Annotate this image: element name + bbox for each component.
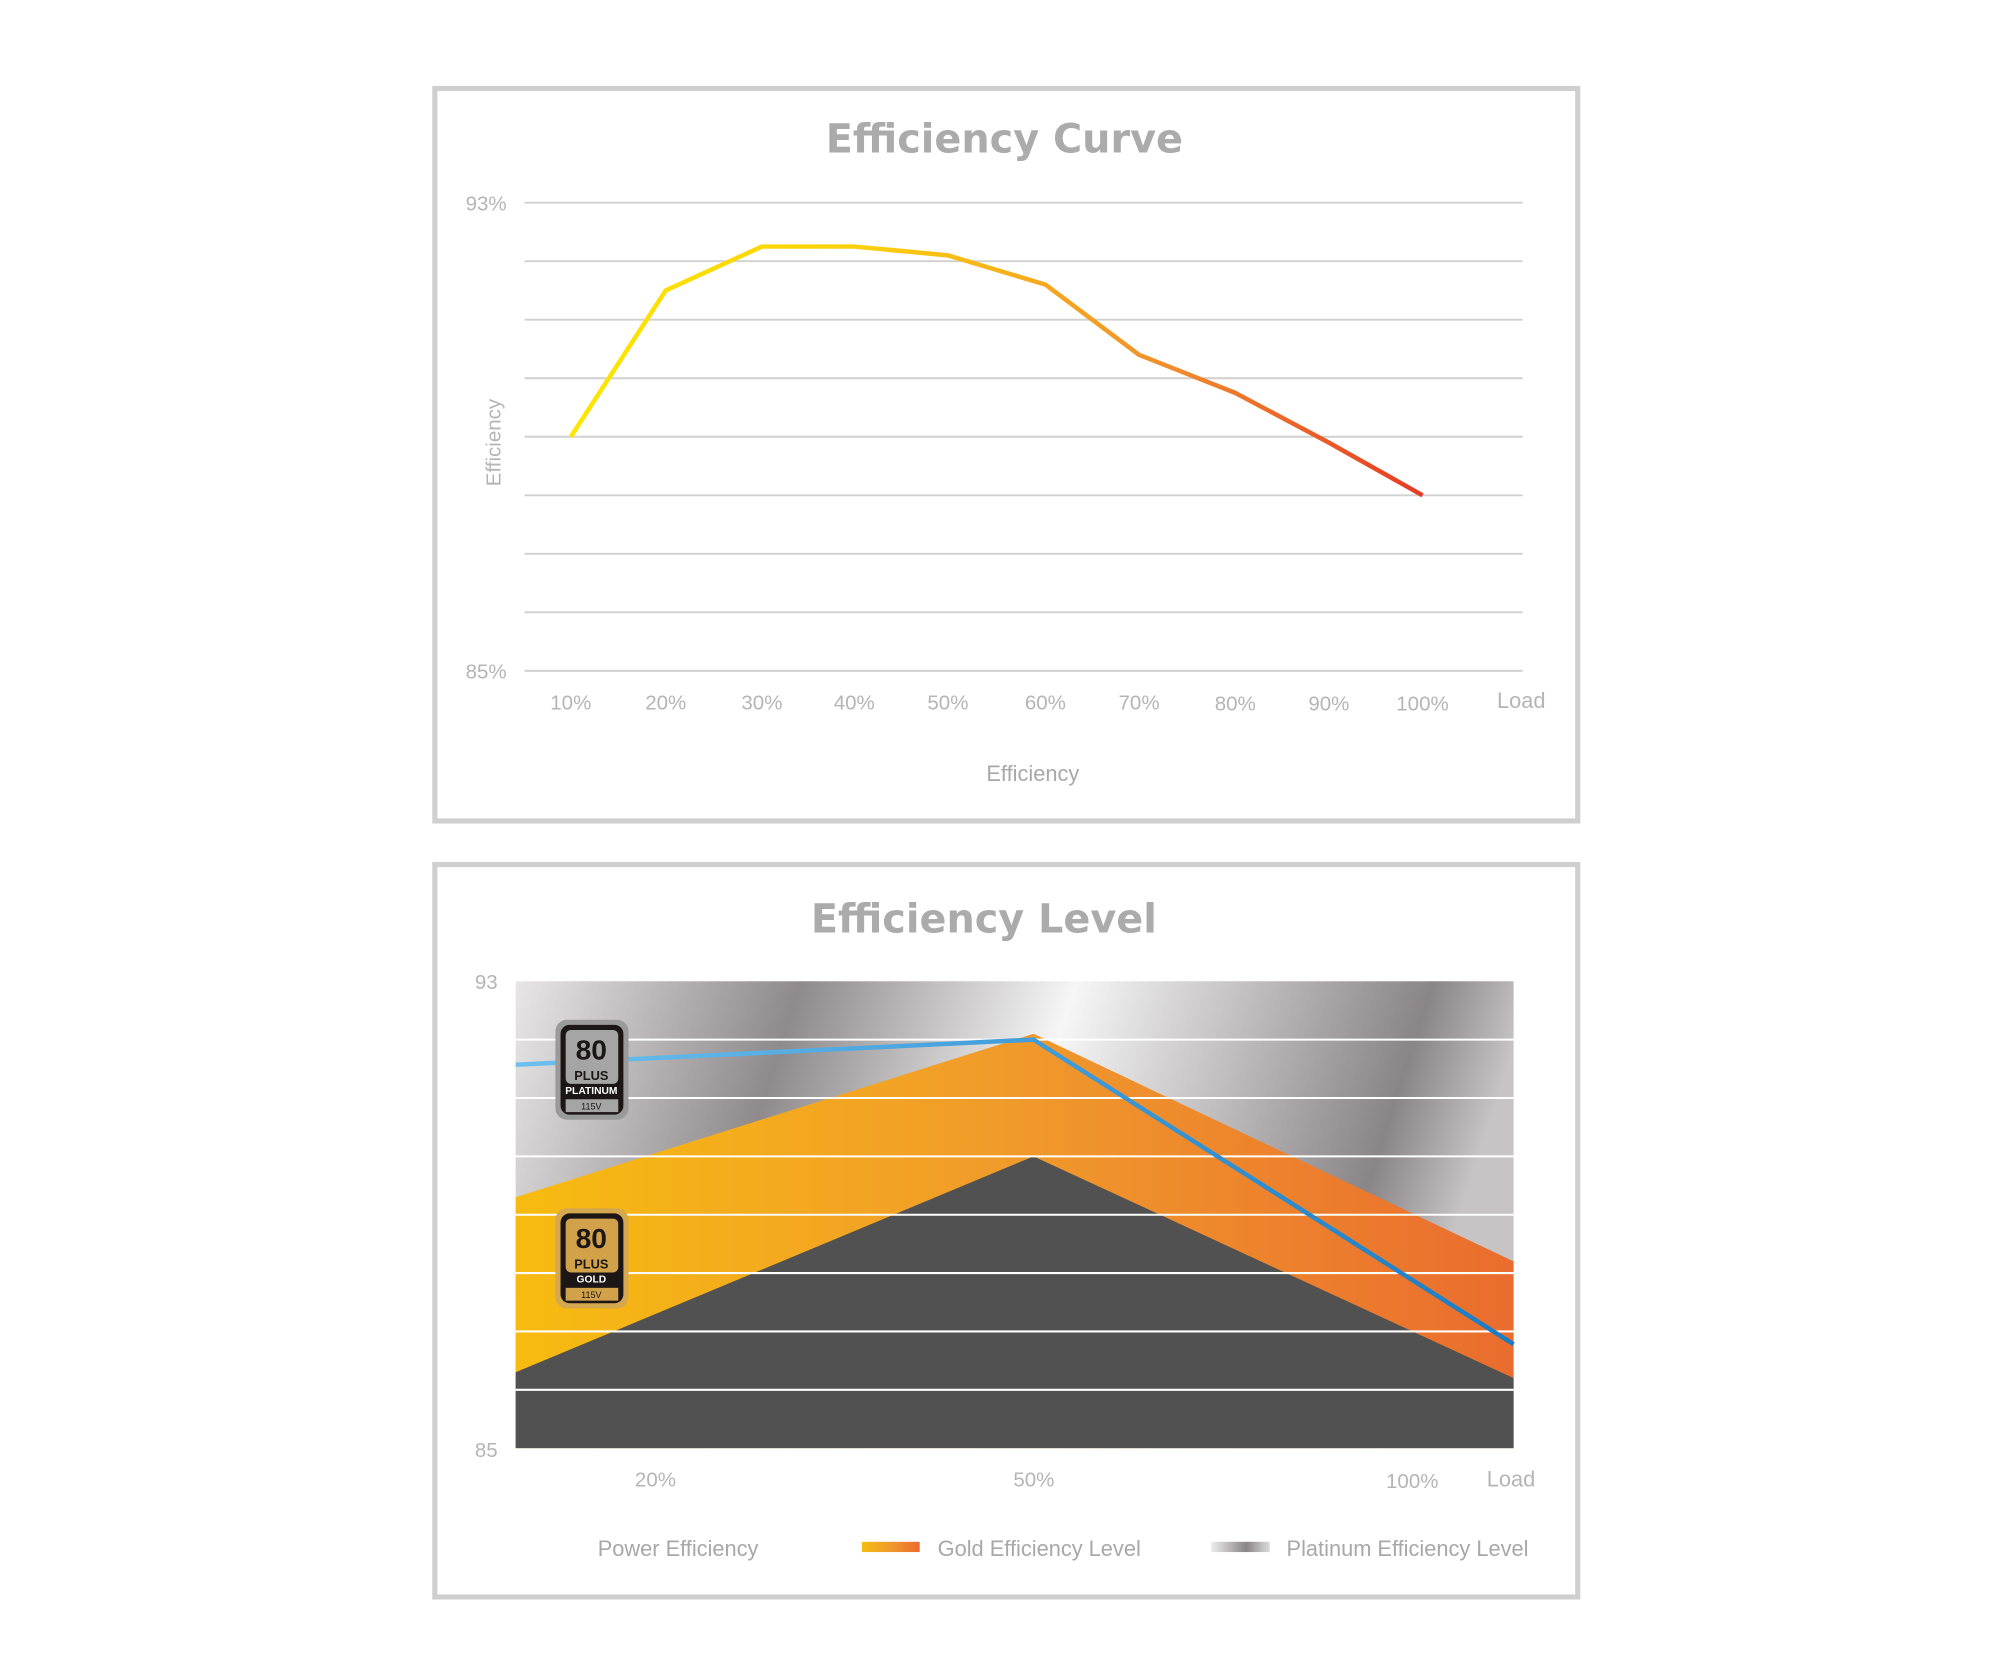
base-area <box>515 1156 1514 1449</box>
x-tick-label: 10% <box>550 691 591 714</box>
x-tick-label: 70% <box>1119 691 1160 714</box>
y-tick-label: 85 <box>475 1439 498 1462</box>
y-tick-label: 85% <box>466 661 507 684</box>
y-tick-label: 93% <box>466 192 507 215</box>
x-tick-label: 30% <box>741 691 782 714</box>
legend-label-efficiency: Efficiency <box>986 761 1079 786</box>
badge-brand: PLUS <box>574 1257 609 1272</box>
x-axis-label: Load <box>1487 1467 1536 1492</box>
x-tick-label: 100% <box>1396 693 1448 716</box>
badge-brand: PLUS <box>574 1068 609 1083</box>
badge-number: 80 <box>576 1222 607 1254</box>
badge-level: GOLD <box>577 1275 607 1286</box>
x-tick-label: 20% <box>635 1469 676 1492</box>
y-tick-label: 93 <box>475 971 498 994</box>
legend-swatch-platinum <box>1210 1541 1270 1553</box>
legend-swatch-gold <box>861 1541 920 1553</box>
power-efficiency-line <box>515 1037 1515 1347</box>
x-tick-label: 50% <box>927 691 968 714</box>
efficiency-curve-panel <box>432 85 1581 824</box>
x-tick-label: 40% <box>834 691 875 714</box>
x-tick-label: 20% <box>645 691 686 714</box>
x-tick-label: 80% <box>1215 693 1256 716</box>
chart-title: Efficiency Curve <box>826 117 1183 163</box>
y-axis-label: Efficiency <box>482 398 505 486</box>
x-tick-label: 100% <box>1386 1470 1438 1493</box>
badge-voltage: 115V <box>581 1290 601 1300</box>
x-tick-label: 50% <box>1013 1469 1054 1492</box>
badge-voltage: 115V <box>581 1102 601 1112</box>
80plus-platinum-badge: 80 PLUS PLATINUM 115V <box>555 1019 629 1120</box>
legend-label-power: Power Efficiency <box>598 1536 759 1561</box>
x-tick-label: 60% <box>1025 691 1066 714</box>
efficiency-series-line <box>568 244 1424 498</box>
legend-label-gold: Gold Efficiency Level <box>938 1536 1141 1561</box>
badge-number: 80 <box>576 1034 607 1066</box>
badge-level: PLATINUM <box>565 1086 617 1097</box>
x-axis-label: Load <box>1497 688 1546 713</box>
chart-title: Efficiency Level <box>811 897 1157 943</box>
x-tick-label: 90% <box>1308 693 1349 716</box>
legend-label-platinum: Platinum Efficiency Level <box>1287 1536 1529 1561</box>
80plus-gold-badge: 80 PLUS GOLD 115V <box>555 1208 629 1309</box>
